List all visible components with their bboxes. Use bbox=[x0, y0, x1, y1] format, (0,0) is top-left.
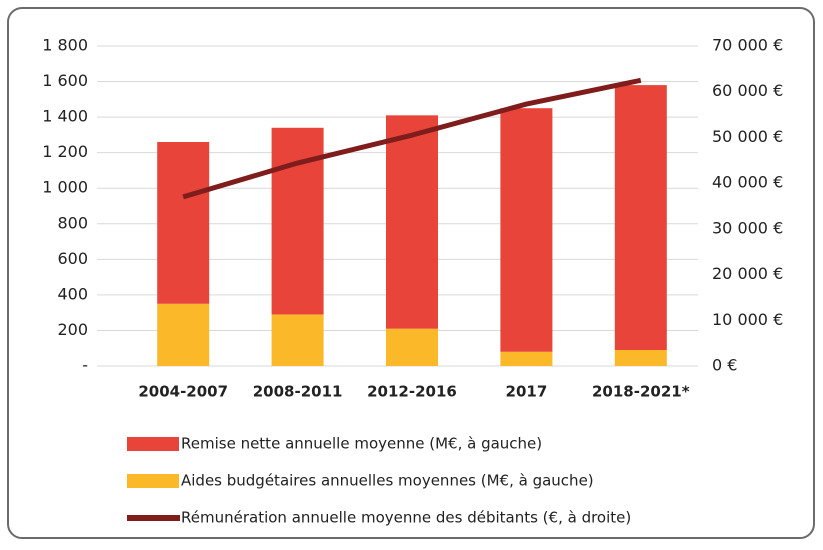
y2-tick-label: 10 000 € bbox=[712, 310, 783, 329]
y-tick-label: 1 800 bbox=[42, 36, 88, 55]
legend-label: Rémunération annuelle moyenne des débita… bbox=[181, 509, 631, 527]
x-tick-label: 2012-2016 bbox=[367, 383, 457, 401]
x-tick-label: 2004-2007 bbox=[138, 383, 228, 401]
bar-segment bbox=[157, 303, 210, 366]
bar-segment bbox=[386, 115, 438, 329]
y-tick-label: 1 400 bbox=[42, 107, 88, 126]
y2-tick-label: 20 000 € bbox=[712, 264, 783, 283]
bar-segment bbox=[386, 328, 438, 366]
y2-tick-label: 60 000 € bbox=[712, 81, 783, 100]
x-tick-label: 2018-2021* bbox=[592, 383, 690, 401]
bar-segment bbox=[271, 127, 324, 315]
y2-tick-label: 50 000 € bbox=[712, 127, 783, 146]
line-series bbox=[182, 77, 642, 200]
legend-label: Aides budgétaires annuelles moyennes (M€… bbox=[181, 472, 594, 490]
bar-segment bbox=[614, 350, 667, 366]
bar-segment bbox=[500, 108, 553, 352]
y2-tick-label: 30 000 € bbox=[712, 218, 783, 237]
y2-tick-label: 0 € bbox=[712, 356, 737, 375]
bar-segment bbox=[157, 142, 210, 304]
y-tick-label: 1 000 bbox=[42, 178, 88, 197]
y2-tick-label: 40 000 € bbox=[712, 173, 783, 192]
y-tick-label: 800 bbox=[57, 213, 88, 232]
x-tick-label: 2008-2011 bbox=[253, 383, 343, 401]
bar-segment bbox=[614, 85, 667, 350]
y-tick-label: - bbox=[82, 356, 88, 375]
y-tick-label: 600 bbox=[57, 249, 88, 268]
x-tick-label: 2017 bbox=[506, 383, 548, 401]
legend-label: Remise nette annuelle moyenne (M€, à gau… bbox=[181, 435, 542, 453]
y-tick-label: 1 200 bbox=[42, 142, 88, 161]
bar-segment bbox=[271, 314, 324, 366]
legend-swatch bbox=[127, 437, 179, 451]
y-tick-label: 200 bbox=[57, 320, 88, 339]
frame bbox=[7, 7, 815, 539]
bar-segment bbox=[500, 351, 553, 366]
y2-tick-label: 70 000 € bbox=[712, 36, 783, 55]
y-tick-label: 1 600 bbox=[42, 71, 88, 90]
y-tick-label: 400 bbox=[57, 284, 88, 303]
legend-swatch bbox=[127, 474, 179, 488]
